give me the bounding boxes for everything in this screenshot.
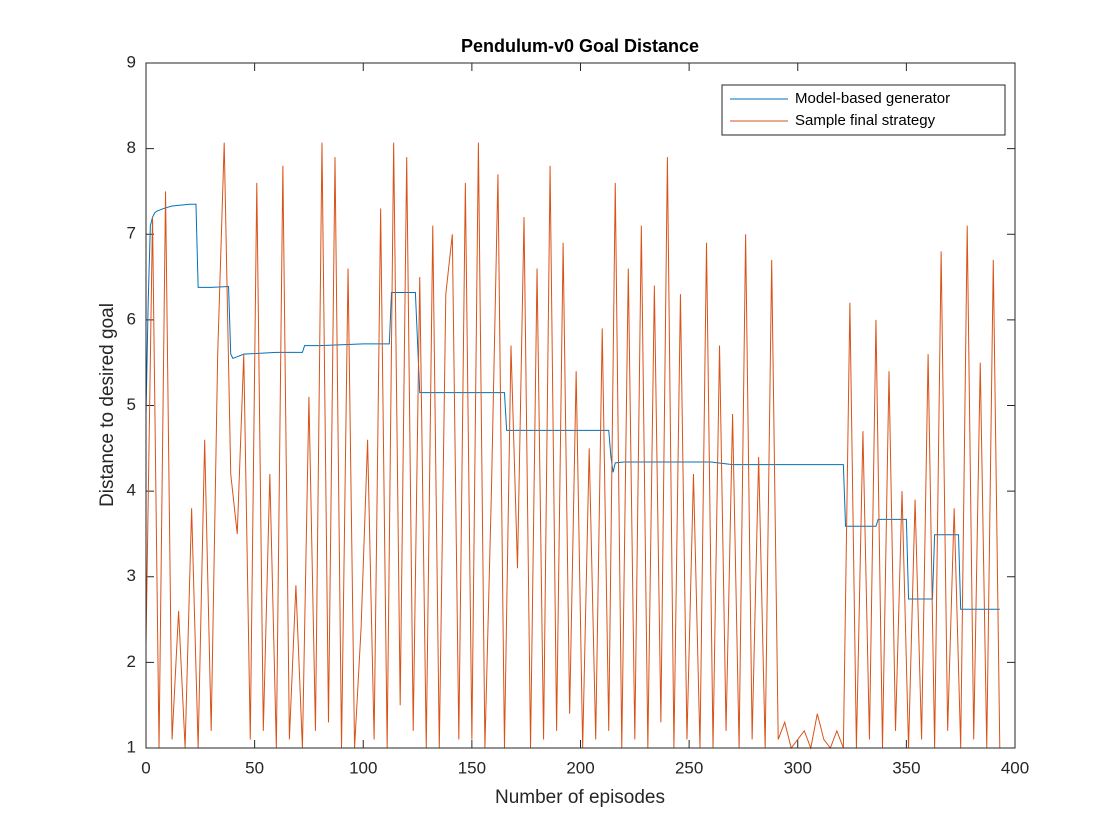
x-tick-label: 50 bbox=[245, 758, 264, 777]
x-axis-label: Number of episodes bbox=[495, 787, 665, 808]
y-tick-label: 9 bbox=[127, 52, 136, 71]
x-tick-label: 0 bbox=[141, 758, 150, 777]
x-tick-label: 200 bbox=[566, 758, 594, 777]
y-tick-label: 6 bbox=[127, 309, 136, 328]
x-tick-label: 150 bbox=[458, 758, 486, 777]
data-line bbox=[145, 203, 1000, 610]
y-tick-label: 7 bbox=[127, 224, 136, 243]
x-tick-label: 400 bbox=[1001, 758, 1029, 777]
y-tick-label: 4 bbox=[127, 481, 136, 500]
x-tick-label: 350 bbox=[892, 758, 920, 777]
data-line bbox=[145, 142, 1001, 750]
y-tick-label: 8 bbox=[127, 138, 136, 157]
y-tick-label: 3 bbox=[127, 566, 136, 585]
x-tick-label: 100 bbox=[349, 758, 377, 777]
legend-box bbox=[721, 84, 1006, 136]
axes-box bbox=[145, 62, 1016, 749]
legend-label: Model-based generator bbox=[795, 90, 950, 107]
y-tick-label: 5 bbox=[127, 395, 136, 414]
y-axis-label: Distance to desired goal bbox=[97, 303, 118, 507]
chart-title: Pendulum-v0 Goal Distance bbox=[461, 36, 699, 56]
x-tick-label: 300 bbox=[784, 758, 812, 777]
y-tick-label: 2 bbox=[127, 652, 136, 671]
x-tick-label: 250 bbox=[675, 758, 703, 777]
legend-label: Sample final strategy bbox=[795, 112, 936, 129]
y-tick-label: 1 bbox=[127, 737, 136, 756]
